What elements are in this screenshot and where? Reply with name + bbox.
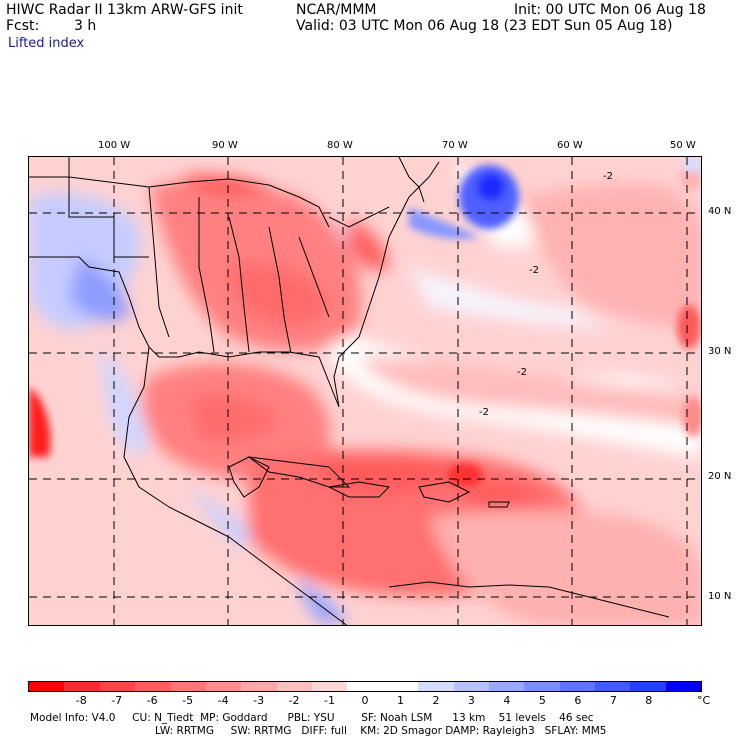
lifted-index-map: -2 -2 -2 -2	[28, 156, 702, 626]
model-title: HIWC Radar II 13km ARW-GFS init	[6, 2, 243, 18]
colorbar-swatch	[170, 682, 206, 691]
colorbar-swatch	[205, 682, 242, 691]
colorbar-tick-label: 4	[503, 694, 511, 707]
colorbar-swatch	[559, 682, 595, 691]
colorbar-tick-label: 1	[396, 694, 404, 707]
colorbar-tick-label: -6	[146, 694, 158, 707]
colorbar-tick-label: 5	[538, 694, 546, 707]
colorbar-tick-label: 3	[467, 694, 475, 707]
colorbar-swatch	[453, 682, 489, 691]
colorbar-swatch	[312, 682, 348, 691]
colorbar-swatch	[595, 682, 631, 691]
contour-label: -2	[603, 171, 613, 182]
colorbar-swatch	[29, 682, 65, 691]
model-info-line-2: LW: RRTMG SW: RRTMG DIFF: full KM: 2D Sm…	[155, 725, 607, 737]
colorbar-swatch	[418, 682, 454, 691]
colorbar-ticks: -8 -7 -6 -5 -4 -3 -2 -1 0 1 2 3 4 5 6 7 8	[28, 694, 702, 708]
contour-label: -2	[479, 407, 489, 418]
colorbar-swatch	[524, 682, 560, 691]
init-time: Init: 00 UTC Mon 06 Aug 18	[514, 2, 706, 18]
colorbar	[28, 681, 702, 692]
lat-label: 20 N	[708, 471, 732, 482]
colorbar-unit: °C	[697, 694, 711, 707]
colorbar-tick-label: -3	[253, 694, 265, 707]
forecast-hour: 3 h	[74, 18, 97, 34]
colorbar-swatch	[99, 682, 136, 691]
colorbar-swatch	[382, 682, 419, 691]
colorbar-tick-label: 6	[574, 694, 582, 707]
center-name: NCAR/MMM	[296, 2, 377, 18]
colorbar-tick-label: -8	[75, 694, 87, 707]
colorbar-swatch	[276, 682, 312, 691]
lon-label: 80 W	[327, 140, 353, 151]
colorbar-swatch	[347, 682, 383, 691]
lon-label: 100 W	[98, 140, 131, 151]
lon-label: 70 W	[442, 140, 468, 151]
colorbar-swatch	[241, 682, 277, 691]
colorbar-swatch	[665, 682, 702, 691]
forecast-label: Fcst:	[6, 18, 40, 34]
colorbar-tick-label: -2	[288, 694, 300, 707]
colorbar-tick-label: 2	[432, 694, 440, 707]
colorbar-tick-label: -1	[324, 694, 335, 707]
lon-label: 90 W	[212, 140, 238, 151]
colorbar-swatch	[135, 682, 171, 691]
contour-label: -2	[517, 367, 527, 378]
colorbar-tick-label: -5	[182, 694, 194, 707]
colorbar-swatch	[630, 682, 666, 691]
colorbar-swatch	[64, 682, 100, 691]
lat-label: 30 N	[708, 346, 732, 357]
colorbar-tick-label: 0	[361, 694, 369, 707]
valid-time: Valid: 03 UTC Mon 06 Aug 18 (23 EDT Sun …	[296, 18, 673, 34]
colorbar-tick-label: 8	[645, 694, 653, 707]
contour-label: -2	[529, 265, 539, 276]
lon-label: 60 W	[557, 140, 583, 151]
colorbar-tick-label: -4	[217, 694, 229, 707]
colorbar-tick-label: 7	[609, 694, 617, 707]
lat-label: 10 N	[708, 591, 732, 602]
colorbar-swatch	[488, 682, 525, 691]
colorbar-tick-label: -7	[111, 694, 123, 707]
lat-label: 40 N	[708, 206, 732, 217]
field-name: Lifted index	[8, 36, 85, 51]
model-info-line-1: Model Info: V4.0 CU: N_Tiedt MP: Goddard…	[30, 712, 594, 724]
lon-label: 50 W	[670, 140, 696, 151]
